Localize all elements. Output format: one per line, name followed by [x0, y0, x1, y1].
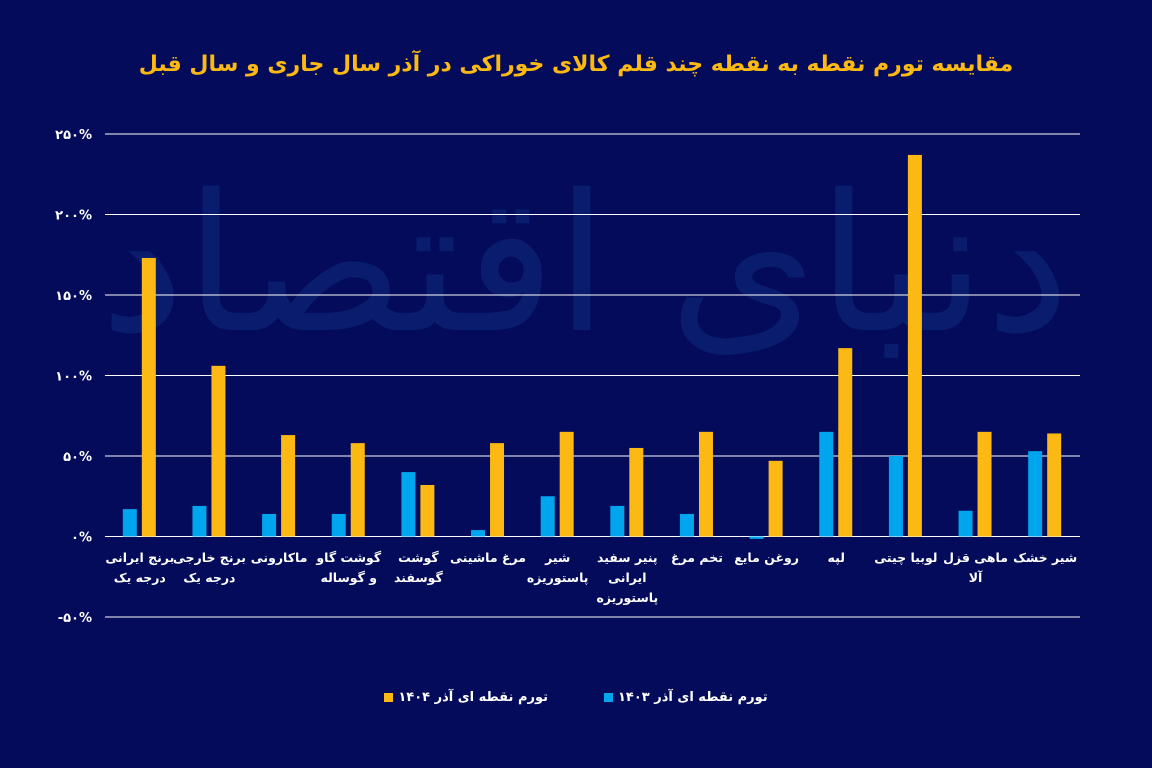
- bar-1403: [471, 530, 486, 537]
- bar-1404: [977, 431, 992, 537]
- bar-1403: [749, 536, 764, 539]
- legend-swatch: [604, 693, 613, 702]
- chart-title: مقایسه تورم نقطه به نقطه چند قلم کالای خ…: [138, 52, 1014, 77]
- x-tick-label: تخم مرغ: [670, 550, 723, 565]
- x-tick-label: روغن مایع: [734, 550, 799, 565]
- legend-swatch: [384, 693, 394, 702]
- y-tick-label: ۱۵۰%: [55, 289, 92, 304]
- x-tick-label: گوشت گاو و گوساله: [316, 550, 382, 585]
- y-tick-label: ۰%: [71, 531, 92, 546]
- bar-1403: [888, 456, 903, 537]
- bar-1403: [262, 513, 277, 537]
- bar-1404: [490, 443, 505, 537]
- bar-1403: [679, 513, 694, 537]
- legend-label: تورم نقطه ای آذر ۱۴۰۴: [398, 690, 548, 705]
- bar-1403: [1028, 451, 1043, 537]
- y-tick-label: ۲۵۰%: [55, 128, 92, 143]
- bar-1404: [211, 365, 226, 537]
- bar-1403: [540, 496, 555, 537]
- bar-1403: [192, 505, 207, 537]
- bar-1403: [958, 510, 973, 537]
- y-tick-label: ۲۰۰%: [55, 209, 92, 224]
- bar-1404: [838, 348, 853, 537]
- x-tick-label: لوبیا چیتی: [874, 550, 938, 565]
- bar-1404: [559, 431, 574, 537]
- bar-1403: [401, 472, 416, 537]
- x-tick-label: گوشت گوسفند: [394, 550, 443, 585]
- legend-item-1404: تورم نقطه ای آذر ۱۴۰۴: [384, 690, 548, 705]
- bar-1404: [281, 435, 296, 537]
- x-tick-label: برنج خارجی درجه یک: [172, 550, 246, 585]
- legend-item-1403: تورم نقطه ای آذر ۱۴۰۳: [604, 690, 768, 705]
- x-tick-label: برنج ایرانی درجه یک: [105, 550, 175, 585]
- x-tick-label: پنیر سفید ایرانی پاستوریزه: [596, 550, 659, 605]
- bar-1404: [698, 431, 713, 537]
- x-tick-label: شیر خشک: [1013, 550, 1078, 565]
- x-tick-label: ماهی قزل آلا: [943, 550, 1008, 585]
- watermark-logo: دنیای اقتصاد: [100, 154, 1070, 375]
- legend-label: تورم نقطه ای آذر ۱۴۰۳: [618, 690, 768, 705]
- bar-1403: [819, 431, 834, 537]
- bar-1403: [122, 509, 137, 537]
- bar-1404: [768, 460, 783, 537]
- y-tick-label: -۵۰%: [58, 611, 92, 626]
- x-tick-label: لپه: [827, 550, 845, 565]
- y-tick-label: ۵۰%: [63, 450, 92, 465]
- legend: تورم نقطه ای آذر ۱۴۰۳ تورم نقطه ای آذر ۱…: [0, 690, 1152, 705]
- bar-1404: [141, 257, 156, 537]
- bar-1404: [629, 447, 644, 537]
- bar-1404: [907, 154, 922, 537]
- bar-1404: [420, 484, 435, 537]
- bar-1404: [1047, 433, 1062, 537]
- bar-1404: [350, 443, 365, 537]
- y-tick-label: ۱۰۰%: [55, 370, 92, 385]
- x-tick-label: ماکارونی: [250, 550, 308, 565]
- x-tick-label: شیر پاستوریزه: [526, 550, 589, 585]
- bar-1403: [331, 513, 346, 537]
- x-tick-label: مرغ ماشینی: [450, 550, 527, 565]
- bar-1403: [610, 505, 625, 537]
